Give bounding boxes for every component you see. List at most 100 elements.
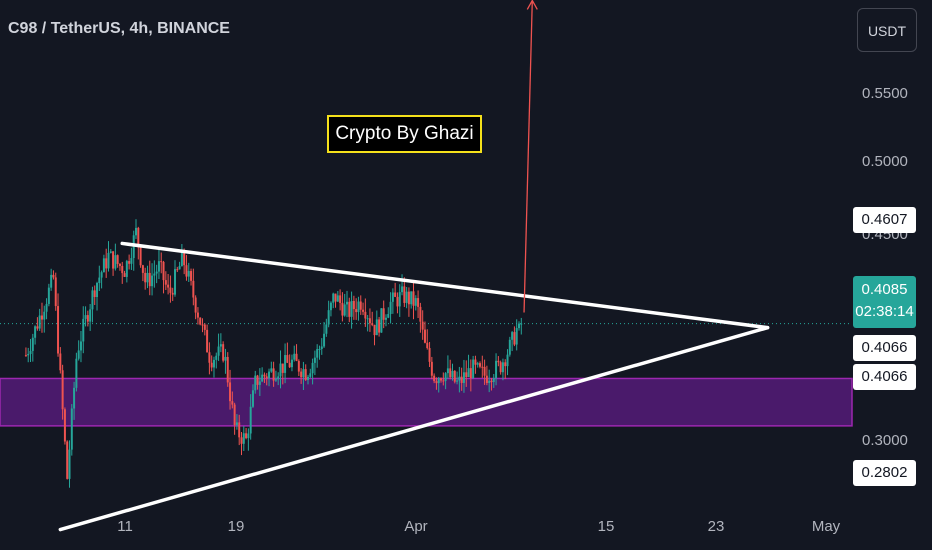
candle-body [435,381,438,384]
candle-body [57,306,60,354]
candle-body [332,293,335,303]
price-label-high: 0.4607 [853,207,916,233]
candle-body [307,376,310,380]
candle-body [387,314,390,318]
price-label-zone-bottom: 0.4066 [853,364,916,390]
candle-body [261,374,264,382]
candle-body [453,370,456,382]
y-tick-label: 0.5000 [862,153,908,170]
candle-body [433,375,436,382]
candle-body [68,449,71,479]
candle-body [421,321,424,330]
candle-body [288,362,291,368]
candle-body [192,280,195,298]
candle-body [391,292,394,302]
candle-body [45,303,48,312]
candle-body [176,269,179,271]
candle-body [513,332,516,345]
candle-body [61,370,64,410]
candle-body [240,437,243,444]
trendline-upper [120,241,770,330]
candle-body [329,302,332,311]
candle-body [245,433,248,439]
candle-body [258,381,261,385]
candle-body [100,272,103,278]
candle-body [114,255,117,269]
x-tick-label: Apr [404,518,428,535]
candle-body [316,349,319,358]
candle-body [29,350,32,354]
candle-body [162,261,165,281]
candle-body [476,363,479,365]
candle-body [366,318,369,320]
candle-body [472,359,475,379]
candle-body [52,274,55,278]
candle-body [339,295,342,303]
candle-body [82,318,85,342]
candle-body [40,315,43,320]
candle-body [302,369,305,378]
candle-body [419,306,422,322]
candle-body [325,324,328,334]
candle-body [93,290,96,298]
candle-body [375,319,378,336]
candle-body [311,362,314,374]
candle-body [485,375,488,384]
candle-body [359,301,362,310]
candle-body [107,252,110,269]
candle-body [368,318,371,324]
candle-body [208,352,211,363]
candle-body [116,255,119,264]
candle-body [256,375,259,385]
last-price-label: 0.4085 02:38:14 [853,276,916,328]
candle-body [36,326,39,329]
candle-body [412,291,415,306]
candle-body [47,287,50,304]
candle-body [499,362,502,373]
candle-body [199,317,202,325]
candle-body [212,359,215,368]
candle-body [231,401,234,405]
candle-body [389,301,392,315]
candle-body [428,348,431,362]
candle-body [309,373,312,377]
candle-body [327,310,330,325]
candle-body [272,368,275,381]
candle-body [254,375,257,391]
candle-body [334,293,337,302]
candle-body [341,302,344,316]
candle-body [506,354,509,367]
candle-body [469,368,472,379]
candle-body [146,272,149,283]
candle-body [279,363,282,377]
candle-body [313,357,316,363]
candle-body [75,358,78,388]
candle-body [405,291,408,303]
candle-body [249,406,252,434]
candle-body [323,333,326,347]
candle-body [141,265,144,273]
candle-body [151,275,154,287]
support-zone [0,377,853,427]
candle-body [488,380,491,384]
currency-button[interactable]: USDT [857,8,917,52]
x-tick-label: 23 [707,518,725,535]
candle-body [268,371,271,379]
candle-body [73,387,76,409]
candle-body [465,372,468,378]
last-price-value: 0.4085 [861,281,908,298]
candle-body [479,363,482,367]
candle-body [222,344,225,361]
candle-body [148,272,151,287]
candle-body [34,326,37,338]
candle-body [263,374,266,377]
candle-body [24,355,27,357]
candle-body [474,359,477,365]
candle-body [123,273,126,277]
candle-body [284,355,287,373]
candle-body [190,271,193,281]
bar-countdown: 02:38:14 [855,303,914,320]
candle-body [336,295,339,302]
candle-body [102,258,105,273]
